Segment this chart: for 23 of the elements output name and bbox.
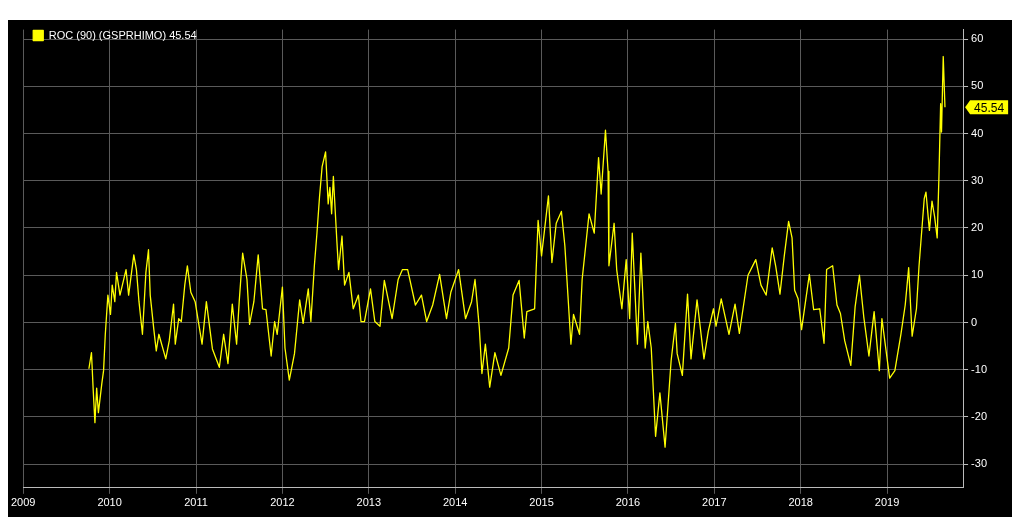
x-tick-label: 2011 bbox=[184, 496, 208, 509]
x-tick-label: 2016 bbox=[615, 496, 641, 509]
y-tick-label: -30 bbox=[971, 457, 988, 470]
y-tick-label: 50 bbox=[971, 79, 984, 92]
x-tick-label: 2019 bbox=[874, 496, 900, 509]
x-tick-label: 2014 bbox=[442, 496, 468, 509]
x-tick-label: 2015 bbox=[529, 496, 554, 509]
x-tick-label: 2010 bbox=[97, 496, 122, 509]
y-tick-label: 10 bbox=[971, 268, 984, 281]
y-tick-label: -10 bbox=[971, 362, 988, 375]
y-tick-label: 40 bbox=[971, 126, 984, 139]
legend-label: ROC (90) (GSPRHIMO) 45.54 bbox=[48, 28, 197, 41]
text: 45.54 bbox=[974, 100, 1005, 115]
x-tick-label: 2017 bbox=[702, 496, 727, 509]
y-tick-label: 20 bbox=[971, 221, 984, 234]
y-tick-label: 60 bbox=[971, 32, 984, 45]
y-tick-label: 0 bbox=[971, 315, 978, 328]
x-tick-label: 2012 bbox=[270, 496, 295, 509]
y-tick-label: 30 bbox=[971, 173, 984, 186]
x-tick-label: 2009 bbox=[10, 496, 36, 509]
x-tick-label: 2018 bbox=[788, 496, 813, 509]
y-tick-label: -20 bbox=[971, 409, 988, 422]
x-tick-label: 2013 bbox=[356, 496, 382, 509]
